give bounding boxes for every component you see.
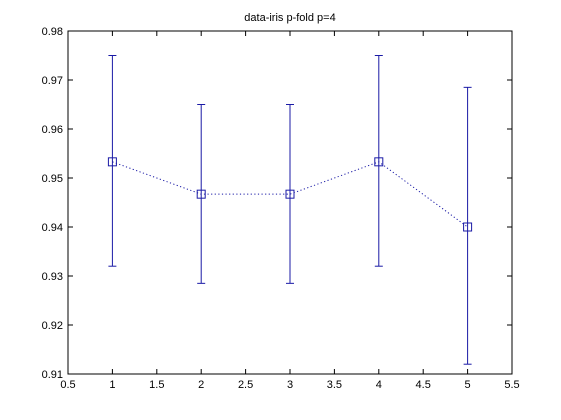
y-tick-label: 0.92 xyxy=(42,320,63,332)
y-tick-label: 0.93 xyxy=(42,271,63,283)
x-tick-label: 1.5 xyxy=(149,379,164,391)
y-tick-label: 0.96 xyxy=(42,124,63,136)
y-tick-label: 0.95 xyxy=(42,173,63,185)
data-point-marker xyxy=(107,157,117,167)
data-point-marker xyxy=(196,189,206,199)
x-tick-label: 3 xyxy=(287,379,293,391)
y-tick-label: 0.97 xyxy=(42,75,63,87)
y-tick-label: 0.98 xyxy=(42,26,63,38)
x-tick-label: 2 xyxy=(198,379,204,391)
data-point-marker xyxy=(285,189,295,199)
x-tick-label: 4.5 xyxy=(416,379,431,391)
axes: 0.5 1 1.5 2 2.5 3 3.5 4 4.5 5 5.5 0.91 0.92 0.93 0.94 0… xyxy=(42,26,520,391)
x-tick-label: 3.5 xyxy=(327,379,342,391)
x-tick-label: 5.5 xyxy=(504,379,519,391)
x-tick-label: 1 xyxy=(109,379,115,391)
y-tick-label: 0.94 xyxy=(42,222,63,234)
y-tick-label: 0.91 xyxy=(42,369,63,381)
x-tick-label: 0.5 xyxy=(60,379,75,391)
x-tick-label: 4 xyxy=(376,379,382,391)
x-tick-label: 5 xyxy=(465,379,471,391)
series-layer xyxy=(107,55,473,365)
data-point-marker xyxy=(463,222,473,232)
data-point-marker xyxy=(374,157,384,167)
x-tick-label: 2.5 xyxy=(238,379,253,391)
chart-title: data-iris p-fold p=4 xyxy=(244,12,335,24)
